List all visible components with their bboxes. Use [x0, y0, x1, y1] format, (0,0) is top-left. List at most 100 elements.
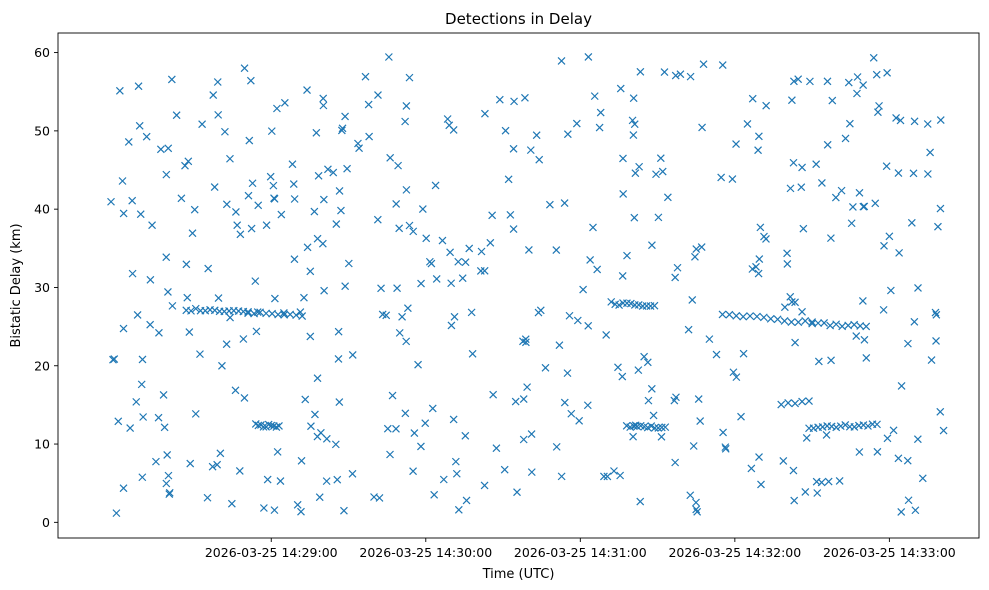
- data-point: [779, 456, 788, 465]
- data-point: [254, 421, 263, 430]
- data-point: [541, 363, 550, 372]
- data-point: [791, 298, 799, 307]
- data-point: [251, 277, 260, 286]
- data-point: [654, 213, 663, 222]
- data-point: [545, 200, 554, 209]
- data-point: [439, 475, 448, 484]
- data-point: [864, 422, 872, 430]
- data-point: [447, 279, 456, 288]
- data-point: [552, 442, 561, 451]
- data-point: [414, 360, 422, 369]
- data-point: [663, 193, 672, 202]
- data-point: [306, 267, 315, 276]
- data-point: [501, 126, 510, 135]
- x-tick-label: 2026-03-25 14:32:00: [668, 545, 801, 560]
- data-point: [567, 409, 576, 418]
- data-point: [631, 169, 640, 178]
- data-point: [837, 186, 846, 195]
- data-point: [267, 127, 276, 136]
- data-point: [392, 200, 401, 208]
- data-point: [524, 246, 533, 254]
- data-point: [616, 471, 625, 480]
- plot-frame: [57, 32, 980, 539]
- data-point: [615, 301, 624, 309]
- data-point: [882, 162, 891, 171]
- data-point: [721, 443, 730, 452]
- data-point: [903, 456, 912, 465]
- data-point: [630, 213, 639, 222]
- data-point: [373, 215, 382, 224]
- x-axis: 2026-03-25 14:29:00 2026-03-25 14:30:00 20…: [205, 538, 956, 560]
- data-point: [269, 181, 278, 190]
- data-point: [280, 98, 289, 107]
- data-point: [504, 175, 513, 184]
- data-point: [262, 309, 271, 318]
- data-point: [794, 75, 803, 84]
- x-tick-label: 2026-03-25 14:29:00: [205, 545, 338, 560]
- data-point: [341, 112, 350, 121]
- data-point: [934, 222, 942, 231]
- data-point: [773, 315, 782, 324]
- data-point: [334, 355, 343, 363]
- data-point: [509, 225, 518, 233]
- data-point: [447, 321, 456, 330]
- data-point: [401, 409, 410, 418]
- data-point: [560, 398, 569, 407]
- data-point: [757, 480, 765, 489]
- data-point: [895, 248, 904, 257]
- data-point: [337, 206, 345, 215]
- data-point: [889, 426, 898, 435]
- y-tick-label: 0: [42, 515, 50, 530]
- data-point: [696, 417, 705, 425]
- data-point: [671, 273, 680, 282]
- data-point: [340, 506, 348, 515]
- data-point: [904, 496, 913, 505]
- data-point: [850, 320, 859, 329]
- data-point: [262, 221, 271, 230]
- data-point: [589, 223, 597, 232]
- data-point: [314, 171, 323, 180]
- data-point: [306, 332, 315, 341]
- data-point: [835, 477, 844, 485]
- data-point: [607, 297, 616, 306]
- x-tick-label: 2026-03-25 14:30:00: [359, 545, 492, 560]
- data-point: [139, 413, 148, 421]
- data-point: [692, 245, 701, 254]
- data-point: [831, 193, 840, 202]
- data-point: [855, 188, 864, 197]
- data-point: [616, 84, 625, 93]
- data-point: [151, 457, 160, 466]
- data-point: [137, 380, 146, 389]
- data-point: [337, 126, 346, 135]
- data-point: [461, 431, 470, 440]
- data-point: [188, 229, 197, 238]
- data-point: [596, 108, 605, 117]
- data-point: [146, 320, 155, 329]
- data-point: [648, 241, 656, 250]
- data-point: [214, 110, 223, 119]
- data-point: [213, 460, 222, 469]
- data-point: [557, 472, 566, 481]
- data-point: [272, 423, 281, 432]
- data-point: [354, 139, 362, 148]
- data-point: [374, 91, 382, 99]
- data-point: [814, 319, 823, 328]
- data-point: [534, 308, 543, 317]
- data-point: [290, 195, 299, 203]
- data-point: [822, 431, 831, 439]
- data-point: [254, 201, 263, 210]
- data-point: [233, 221, 242, 230]
- data-point: [623, 251, 631, 260]
- data-point: [468, 349, 477, 358]
- data-point: [319, 195, 328, 204]
- data-point: [787, 96, 796, 105]
- data-point: [252, 327, 261, 336]
- data-point: [240, 64, 249, 73]
- data-point: [527, 430, 536, 439]
- data-point: [786, 184, 795, 193]
- data-point: [203, 493, 212, 502]
- chart-title: Detections in Delay: [445, 10, 592, 28]
- data-point: [907, 218, 916, 227]
- data-point: [443, 115, 452, 123]
- data-point: [405, 221, 414, 230]
